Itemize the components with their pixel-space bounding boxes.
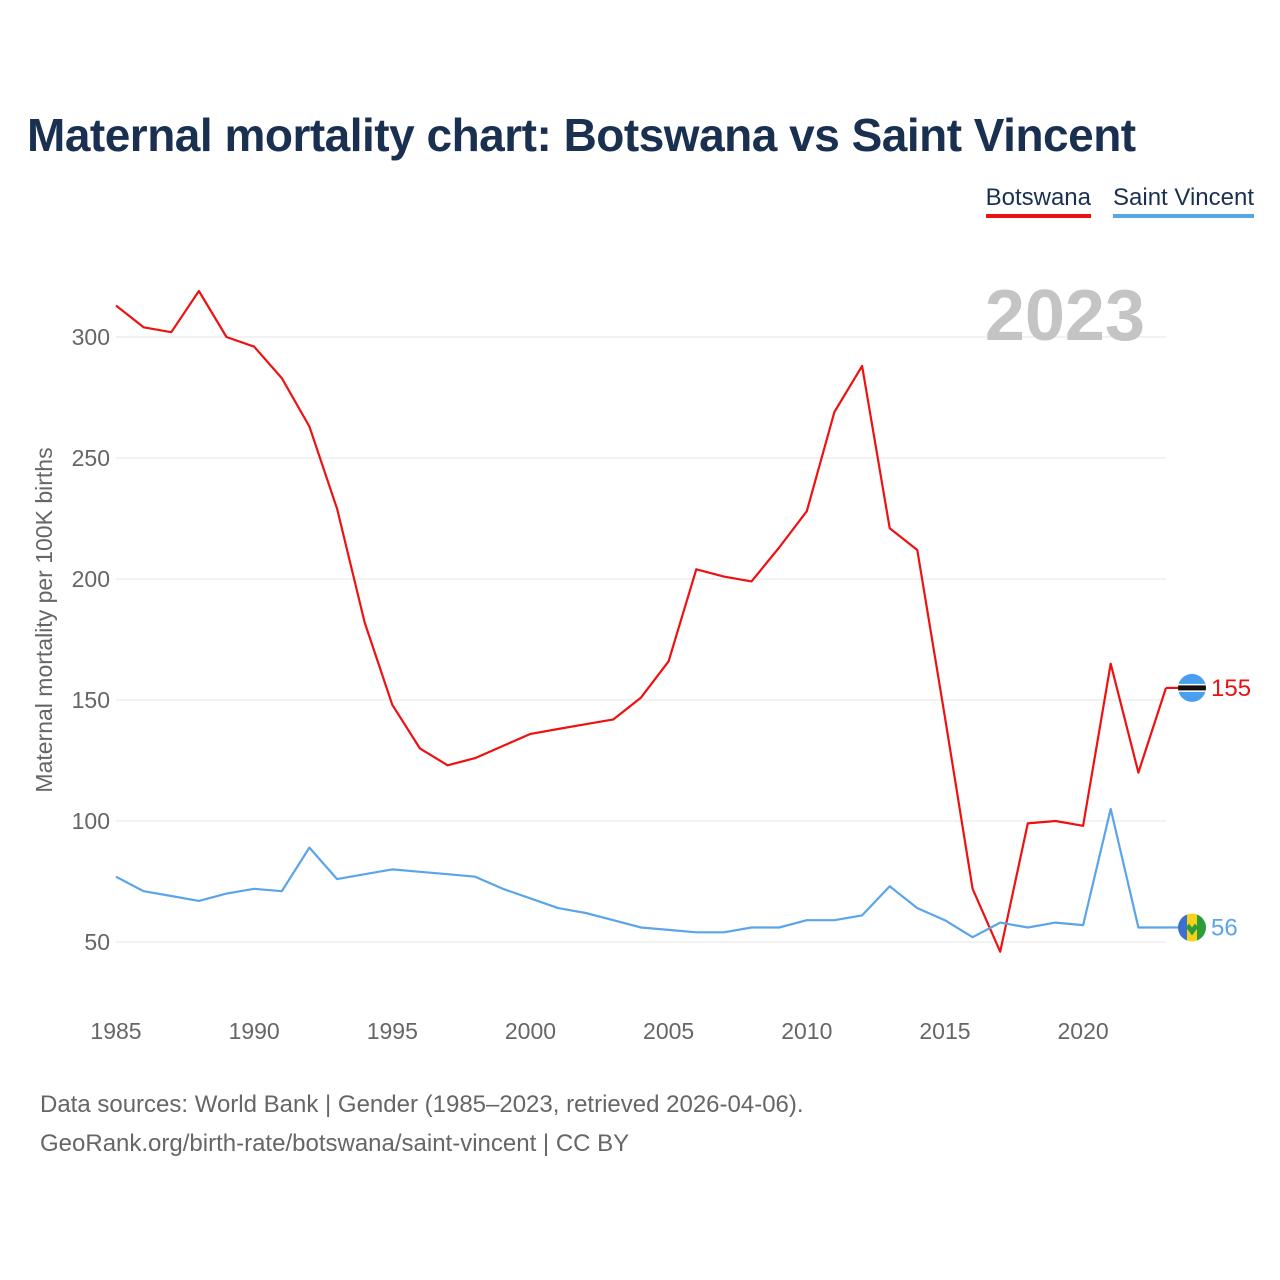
- year-watermark: 2023: [985, 276, 1145, 356]
- x-tick-label: 2010: [781, 1018, 832, 1044]
- x-tick-label: 2020: [1058, 1018, 1109, 1044]
- x-tick-label: 2000: [505, 1018, 556, 1044]
- attribution-link[interactable]: GeoRank.org/birth-rate/botswana/saint-vi…: [40, 1130, 630, 1157]
- end-markers: 155 56: [1166, 675, 1251, 941]
- footer: Data sources: World Bank | Gender (1985–…: [40, 1085, 804, 1163]
- legend: Botswana Saint Vincent: [985, 184, 1254, 218]
- botswana-flag-icon: [1178, 673, 1206, 702]
- y-tick-label: 300: [72, 324, 110, 350]
- series-line-saint-vincent: [115, 807, 1166, 939]
- y-tick-label: 50: [84, 929, 110, 955]
- y-axis-ticks: 50 100 150 200 250 300: [72, 324, 110, 955]
- gridlines: [116, 336, 1166, 943]
- y-tick-label: 250: [72, 445, 110, 471]
- saint-vincent-flag-icon: [1178, 913, 1206, 942]
- end-label-saint-vincent: 56: [1211, 914, 1238, 941]
- source-note: Data sources: World Bank | Gender (1985–…: [40, 1091, 804, 1118]
- x-tick-label: 1990: [229, 1018, 280, 1044]
- legend-item-botswana[interactable]: Botswana: [985, 184, 1091, 218]
- x-tick-label: 1995: [367, 1018, 418, 1044]
- x-axis-ticks: 1985 1990 1995 2000 2005 2010 2015 2020: [90, 1018, 1108, 1044]
- x-tick-label: 1985: [90, 1018, 141, 1044]
- y-tick-label: 150: [72, 687, 110, 713]
- x-tick-label: 2005: [643, 1018, 694, 1044]
- y-axis-label: Maternal mortality per 100K births: [31, 447, 57, 792]
- end-label-botswana: 155: [1211, 675, 1251, 702]
- y-tick-label: 200: [72, 566, 110, 592]
- chart-title: Maternal mortality chart: Botswana vs Sa…: [27, 109, 1136, 161]
- series-lines: [115, 289, 1168, 953]
- series-line-botswana: [115, 289, 1168, 953]
- y-tick-label: 100: [72, 808, 110, 834]
- x-tick-label: 2015: [919, 1018, 970, 1044]
- legend-item-saint-vincent[interactable]: Saint Vincent: [1113, 184, 1254, 218]
